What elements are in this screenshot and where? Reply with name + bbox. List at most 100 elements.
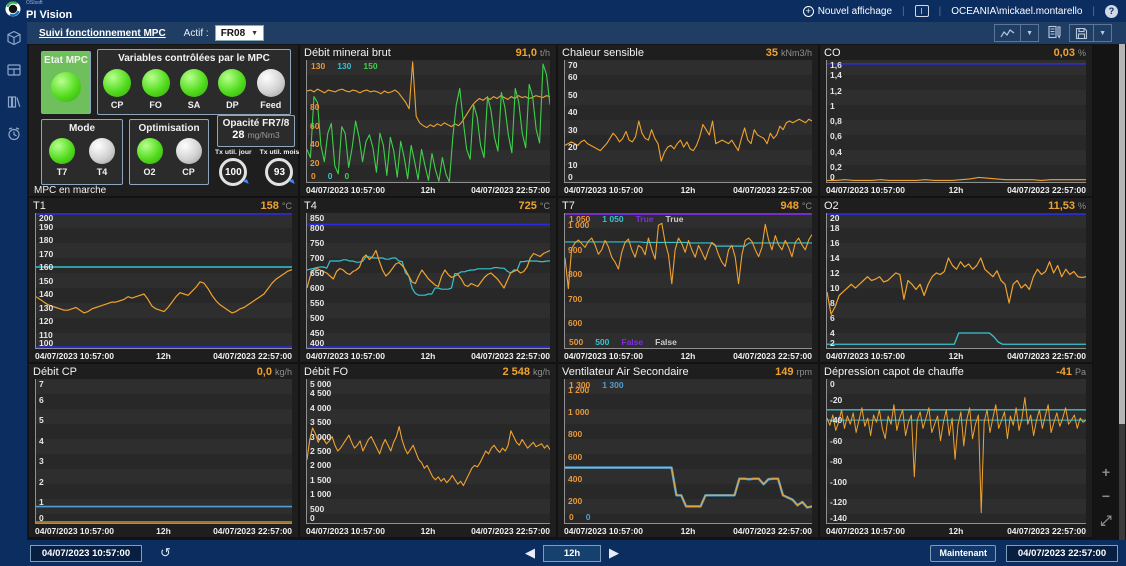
status-light-cp: CP xyxy=(176,138,202,177)
chart-plot-o2[interactable]: 2018161412108642 xyxy=(826,213,1086,349)
chart-plot-t1[interactable]: 200190180170160150140130120110100 xyxy=(35,213,292,349)
separator: | xyxy=(1092,6,1095,17)
vertical-scrollbar[interactable] xyxy=(1119,44,1125,540)
y-tick: 1 xyxy=(830,101,835,111)
info-panel-icon[interactable]: I xyxy=(915,5,929,17)
zoom-out-button[interactable]: − xyxy=(1098,488,1114,504)
green-light-icon xyxy=(103,69,131,97)
status-light-label: CP xyxy=(182,167,195,177)
x-start: 04/07/2023 10:57:00 xyxy=(35,526,114,536)
username-menu[interactable]: OCEANIA\mickael.montarello xyxy=(951,6,1082,17)
zoom-in-button[interactable]: + xyxy=(1098,464,1114,480)
fit-view-button[interactable]: ⤢ xyxy=(1098,512,1114,528)
chart-title: Débit minerai brut xyxy=(304,47,391,59)
chart-plot-depression-capot-de-chauffe[interactable]: 0-20-40-60-80-100-120-140 xyxy=(826,379,1086,524)
step-back-button[interactable]: ◀ xyxy=(525,545,535,561)
display-canvas: Etat MPC Variables contrôlées par le MPC… xyxy=(27,44,1126,540)
chart-current-value: 35kNm3/h xyxy=(766,47,812,59)
chart-plot-t7[interactable]: 1 0009008007006001 0501 050TrueTrue50050… xyxy=(564,213,812,349)
save-icon[interactable] xyxy=(1070,25,1093,41)
chart-plot-debit-fo[interactable]: 5 0004 5004 0003 5003 0002 5002 0001 500… xyxy=(306,379,550,524)
annotation-ruler-icon[interactable] xyxy=(1047,25,1061,42)
save-dropdown-icon[interactable]: ▼ xyxy=(1093,25,1111,41)
mode-box: Mode T7T4 xyxy=(41,119,123,185)
series-chaleur xyxy=(565,119,812,161)
green-light-icon xyxy=(218,69,246,97)
chart-plot-co[interactable]: 1,61,41,210,80,60,40,20 xyxy=(826,60,1086,183)
y-tick: 12 xyxy=(830,268,839,278)
chart-plot-t4[interactable]: 850800750700650600550500450400 xyxy=(306,213,550,349)
y-tick: 1 000 xyxy=(310,489,331,499)
x-axis-labels: 04/07/2023 10:57:0012h04/07/2023 22:57:0… xyxy=(562,349,812,362)
y-tick: 2 000 xyxy=(310,460,331,470)
y-tick: 2 xyxy=(39,477,44,487)
refresh-icon[interactable]: ↺ xyxy=(160,545,171,561)
x-start: 04/07/2023 10:57:00 xyxy=(35,351,114,361)
x-start: 04/07/2023 10:57:00 xyxy=(826,351,905,361)
y-tick: 20 xyxy=(310,158,319,168)
asset-cube-icon[interactable] xyxy=(6,30,22,46)
status-light-label: DP xyxy=(226,100,239,110)
y-tick: 30 xyxy=(568,125,577,135)
chart-plot-debit-cp[interactable]: 76543210 xyxy=(35,379,292,524)
y-tick: 1 500 xyxy=(310,475,331,485)
y-tick: 60 xyxy=(310,121,319,131)
y-tick: 0,8 xyxy=(830,116,842,126)
y-tick: -20 xyxy=(830,395,842,405)
time-bar: 04/07/2023 10:57:00 ↺ ◀ 12h ▶ Maintenant… xyxy=(0,540,1126,566)
step-forward-button[interactable]: ▶ xyxy=(609,545,619,561)
y-tick: 0 xyxy=(568,172,573,182)
actif-label: Actif : xyxy=(184,28,209,39)
y-tick: 7 xyxy=(39,379,44,389)
x-start: 04/07/2023 10:57:00 xyxy=(826,185,905,195)
y-tick: 150 xyxy=(39,276,53,286)
x-end: 04/07/2023 22:57:00 xyxy=(733,526,812,536)
gauge-tx-util-jour: Tx util. jour100 xyxy=(215,149,252,186)
brand-small-label: OSIsoft xyxy=(26,1,72,6)
y-tick: 14 xyxy=(830,253,839,263)
display-title-link[interactable]: Suivi fonctionnement MPC xyxy=(39,28,166,39)
left-sidebar xyxy=(0,22,27,540)
series-t4-consigne xyxy=(307,257,550,295)
library-books-icon[interactable] xyxy=(6,94,22,110)
x-end: 04/07/2023 22:57:00 xyxy=(733,185,812,195)
chart-plot-chaleur-sensible[interactable]: 706050403020100 xyxy=(564,60,812,183)
asset-dropdown[interactable]: FR08 ▼ xyxy=(215,25,264,41)
gauge-value: 93 xyxy=(265,158,293,186)
scrollbar-thumb[interactable] xyxy=(1119,44,1125,424)
history-clock-icon[interactable] xyxy=(6,126,22,142)
opacite-value: 28 xyxy=(232,129,244,141)
y-tick: 0 xyxy=(830,379,835,389)
chart-panel-t1: T1158°C200190180170160150140130120110100… xyxy=(29,198,300,364)
osisoft-logo-icon xyxy=(5,1,21,22)
y-tick: 20 xyxy=(568,142,577,152)
start-time-field[interactable]: 04/07/2023 10:57:00 xyxy=(30,545,142,562)
green-light-icon xyxy=(142,69,170,97)
scale-labels-top: 1 0501 050TrueTrue xyxy=(569,214,683,224)
help-icon[interactable]: ? xyxy=(1105,5,1118,18)
status-light-label: Feed xyxy=(260,100,281,110)
y-tick: 0 xyxy=(39,513,44,523)
time-range-button[interactable]: 12h xyxy=(543,545,601,562)
green-light-icon xyxy=(137,138,163,164)
y-tick: 8 xyxy=(830,298,835,308)
end-time-field[interactable]: 04/07/2023 22:57:00 xyxy=(1006,545,1118,562)
y-tick: 10 xyxy=(830,283,839,293)
y-tick: 650 xyxy=(310,268,324,278)
series-t4-mesure xyxy=(307,251,550,289)
x-end: 04/07/2023 22:57:00 xyxy=(1007,185,1086,195)
display-grid-icon[interactable] xyxy=(6,62,22,78)
trend-tool-icon[interactable] xyxy=(995,25,1020,41)
chart-plot-ventilateur-air-secondaire[interactable]: 1 2001 0008006004002001 3001 30000 xyxy=(564,379,812,524)
green-light-icon xyxy=(180,69,208,97)
y-tick: 800 xyxy=(568,269,582,279)
series-t7-mesure xyxy=(565,223,812,288)
new-display-button[interactable]: + Nouvel affichage xyxy=(803,6,892,17)
x-axis-labels: 04/07/2023 10:57:0012h04/07/2023 22:57:0… xyxy=(304,349,550,362)
status-light-feed: Feed xyxy=(257,69,285,110)
now-button[interactable]: Maintenant xyxy=(930,545,996,562)
chart-plot-debit-minerai-brut[interactable]: 80604020130130150000 xyxy=(306,60,550,183)
trend-tool-dropdown-icon[interactable]: ▼ xyxy=(1020,25,1038,41)
chart-panel-o2: O211,53%201816141210864204/07/2023 10:57… xyxy=(820,198,1094,364)
chart-title: Dépression capot de chauffe xyxy=(824,366,964,378)
